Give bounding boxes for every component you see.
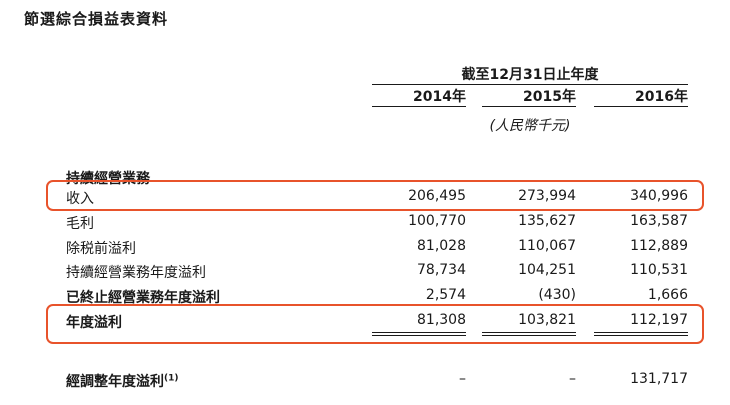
cell-adjusted-profit-2015: –: [569, 371, 576, 387]
total-double-rule-2014: [372, 332, 466, 336]
cell-continuing-ops-profit-2014: 78,734: [417, 262, 466, 278]
cell-profit-before-tax-2016: 112,889: [630, 238, 688, 254]
row-label-gross-profit: 毛利: [66, 216, 94, 232]
cell-adjusted-profit-2016: 131,717: [630, 371, 688, 387]
cell-profit-for-year-2015: 103,821: [518, 312, 576, 328]
cell-discontinued-ops-profit-2014: 2,574: [425, 287, 466, 303]
cell-profit-before-tax-2014: 81,028: [417, 238, 466, 254]
row-label-profit-for-year: 年度溢利: [66, 315, 122, 331]
cell-discontinued-ops-profit-2015: (430): [538, 287, 576, 303]
period-underline: [372, 84, 688, 85]
year-underline-2014: [372, 106, 466, 107]
year-underline-2016: [594, 106, 688, 107]
cell-gross-profit-2015: 135,627: [518, 213, 576, 229]
cell-continuing-ops-profit-2015: 104,251: [518, 262, 576, 278]
section-title: 節選綜合損益表資料: [24, 10, 169, 28]
cell-revenue-2016: 340,996: [630, 188, 688, 204]
currency-unit: (人民幣千元): [489, 118, 571, 134]
section-label-continuing-ops: 持續經營業務: [66, 171, 150, 187]
revenue-highlight-box: [46, 180, 704, 211]
cell-gross-profit-2016: 163,587: [630, 213, 688, 229]
cell-discontinued-ops-profit-2016: 1,666: [647, 287, 688, 303]
row-label-discontinued-ops-profit: 已終止經營業務年度溢利: [66, 290, 220, 306]
year-underline-2015: [482, 106, 576, 107]
cell-revenue-2014: 206,495: [408, 188, 466, 204]
footnote-marker: (1): [164, 373, 179, 384]
row-label-adjusted-profit: 經調整年度溢利(1): [66, 371, 179, 391]
cell-continuing-ops-profit-2016: 110,531: [630, 262, 688, 278]
year-header-2014: 2014年: [413, 89, 466, 105]
cell-profit-for-year-2014: 81,308: [417, 312, 466, 328]
cell-gross-profit-2014: 100,770: [408, 213, 466, 229]
row-label-profit-before-tax: 除税前溢利: [66, 241, 136, 257]
year-header-2016: 2016年: [635, 89, 688, 105]
row-label-revenue: 收入: [66, 191, 94, 207]
cell-adjusted-profit-2014: –: [459, 371, 466, 387]
cell-revenue-2015: 273,994: [518, 188, 576, 204]
period-header: 截至12月31日止年度: [461, 67, 599, 83]
total-double-rule-2015: [482, 332, 576, 336]
cell-profit-before-tax-2015: 110,067: [518, 238, 576, 254]
total-double-rule-2016: [594, 332, 688, 336]
profit-highlight-box: [46, 304, 704, 344]
adjusted-profit-text: 經調整年度溢利: [66, 374, 164, 390]
cell-profit-for-year-2016: 112,197: [630, 312, 688, 328]
year-header-2015: 2015年: [523, 89, 576, 105]
row-label-continuing-ops-profit: 持續經營業務年度溢利: [66, 265, 206, 281]
